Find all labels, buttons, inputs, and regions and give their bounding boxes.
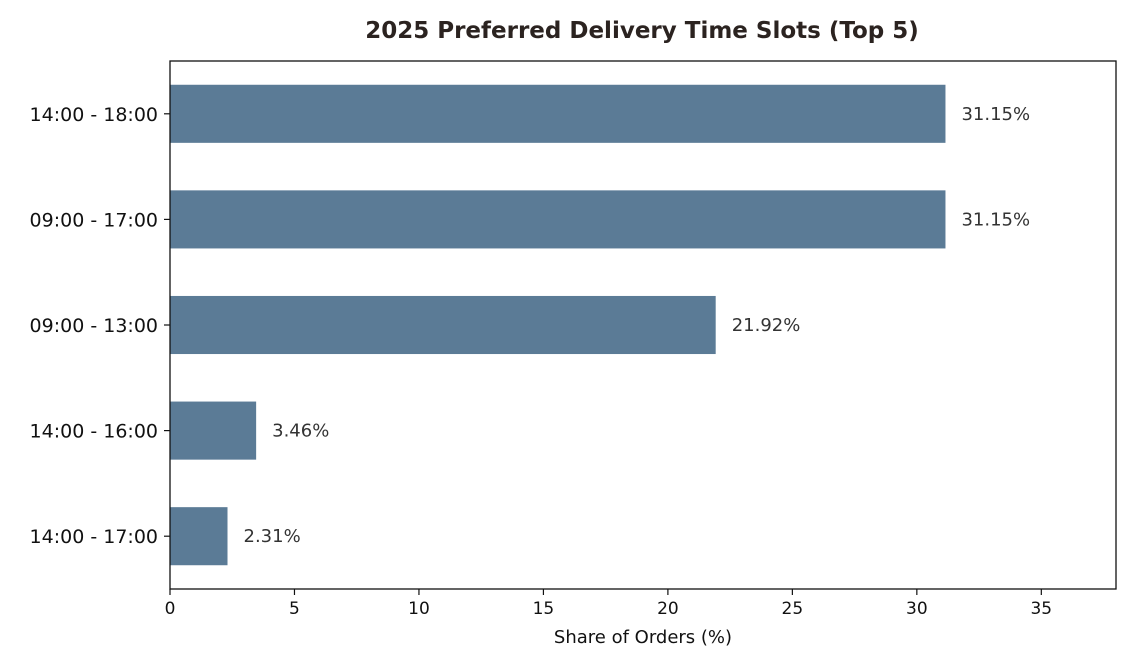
bar <box>170 295 716 355</box>
x-tick-label: 0 <box>165 599 176 619</box>
chart-title: 2025 Preferred Delivery Time Slots (Top … <box>365 18 919 44</box>
y-axis: 14:00 - 18:00 09:00 - 17:00 09:00 - 13:00 1… <box>30 104 170 548</box>
data-label: 21.92% <box>732 315 801 336</box>
y-tick-label: 09:00 - 13:00 <box>30 315 158 337</box>
x-tick-label: 20 <box>657 599 679 619</box>
data-label: 31.15% <box>961 104 1030 125</box>
data-label: 3.46% <box>272 421 329 442</box>
data-label: 31.15% <box>961 209 1030 230</box>
data-label: 2.31% <box>244 526 301 547</box>
data-labels-layer: 31.15% 31.15% 21.92% 3.46% 2.31% <box>244 104 1031 547</box>
x-tick-label: 35 <box>1030 599 1052 619</box>
y-tick-label: 09:00 - 17:00 <box>30 209 158 231</box>
x-tick-label: 25 <box>782 599 804 619</box>
bar <box>170 507 228 566</box>
bar <box>170 190 946 249</box>
y-tick-label: 14:00 - 17:00 <box>30 526 158 548</box>
y-tick-label: 14:00 - 16:00 <box>30 421 158 443</box>
bar <box>170 84 946 143</box>
x-axis-label: Share of Orders (%) <box>554 627 732 648</box>
x-tick-label: 30 <box>906 599 928 619</box>
x-tick-label: 10 <box>408 599 430 619</box>
y-tick-label: 14:00 - 18:00 <box>30 104 158 126</box>
x-axis: 0 5 10 15 20 25 30 35 <box>165 589 1052 619</box>
bars-layer <box>170 84 946 566</box>
x-tick-label: 5 <box>289 599 300 619</box>
x-tick-label: 15 <box>533 599 555 619</box>
plot-frame <box>169 60 1117 590</box>
bar <box>170 401 257 460</box>
